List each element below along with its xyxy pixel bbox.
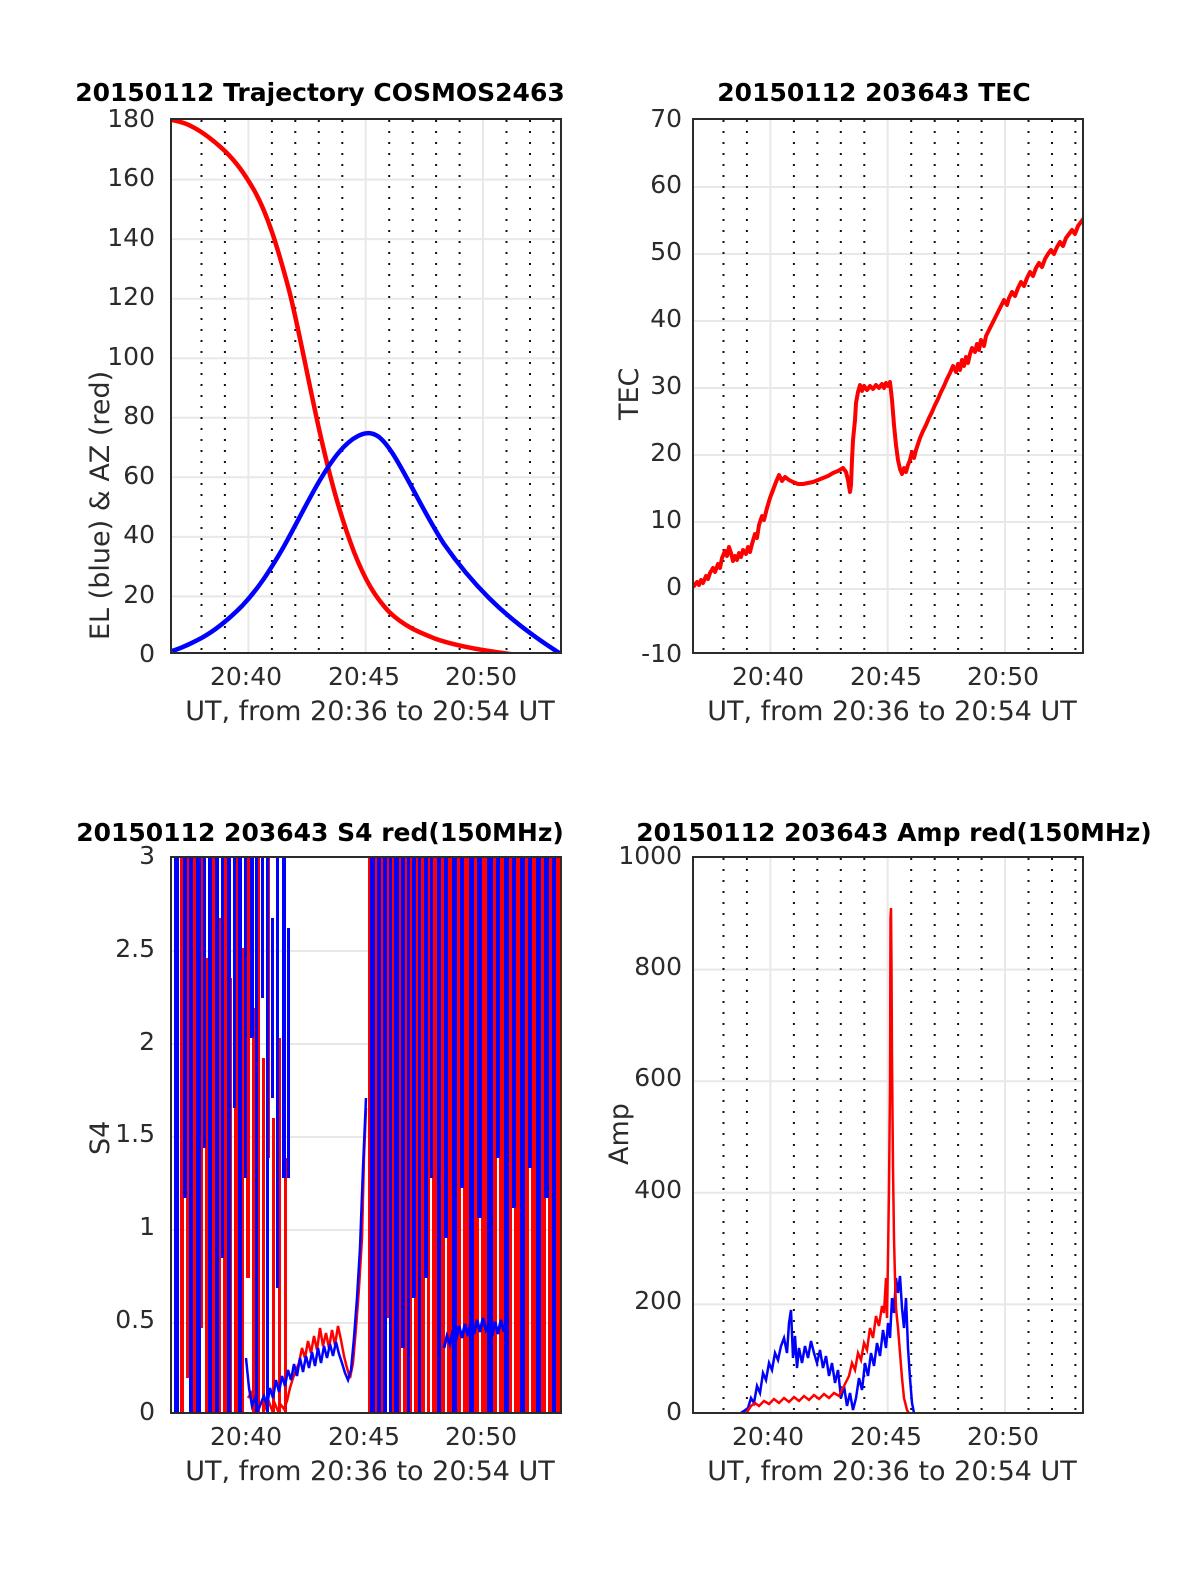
ytick-label: 80	[123, 401, 155, 430]
ytick-label: 30	[650, 371, 682, 400]
xtick-label: 20:40	[209, 1422, 283, 1451]
xtick-label: 20:45	[327, 1422, 401, 1451]
s4-title: 20150112 203643 S4 red(150MHz)	[76, 818, 564, 847]
xtick-label: 20:40	[209, 662, 283, 691]
ytick-label: 20	[123, 580, 155, 609]
ytick-label: 1	[139, 1212, 155, 1241]
ytick-label: 40	[650, 304, 682, 333]
ytick-label: 50	[650, 237, 682, 266]
ytick-label: 20	[650, 438, 682, 467]
ytick-label: 3	[139, 841, 155, 870]
s4-blue-late-cluster	[442, 1317, 506, 1350]
xtick-label: 20:50	[966, 662, 1040, 691]
ytick-label: 10	[650, 505, 682, 534]
ytick-label: 0	[666, 572, 682, 601]
ytick-label: 60	[123, 461, 155, 490]
amp-title: 20150112 203643 Amp red(150MHz)	[636, 818, 1152, 847]
xtick-label: 20:45	[849, 662, 923, 691]
ytick-label: 180	[107, 104, 155, 133]
s4-red-saturated-bands	[180, 858, 560, 1412]
xtick-label: 20:45	[327, 662, 401, 691]
ytick-label: 70	[650, 104, 682, 133]
ytick-label: 2.5	[115, 934, 155, 963]
ytick-label: 2	[139, 1027, 155, 1056]
s4-blue-saturated-bands	[174, 858, 556, 1412]
ytick-label: 200	[634, 1286, 682, 1315]
ytick-label: 120	[107, 282, 155, 311]
az-red-curve	[172, 120, 513, 652]
ytick-label: 40	[123, 520, 155, 549]
s4-plot-area	[170, 856, 562, 1414]
amp-red-trace	[744, 907, 910, 1412]
tec-xlabel: UT, from 20:36 to 20:54 UT	[707, 696, 1077, 727]
s4-red-quiet-trace	[246, 1107, 368, 1412]
ytick-label: 400	[634, 1175, 682, 1204]
tec-curve	[694, 217, 1082, 588]
ytick-label: -10	[641, 639, 682, 668]
xtick-label: 20:50	[966, 1422, 1040, 1451]
xtick-label: 20:40	[731, 1422, 805, 1451]
ytick-label: 1.5	[115, 1119, 155, 1148]
ytick-label: 160	[107, 163, 155, 192]
ytick-label: 0	[139, 1397, 155, 1426]
el-blue-curve	[172, 430, 560, 652]
tec-title: 20150112 203643 TEC	[717, 78, 1031, 107]
amp-xlabel: UT, from 20:36 to 20:54 UT	[707, 1456, 1077, 1487]
xtick-label: 20:50	[444, 1422, 518, 1451]
ytick-label: 140	[107, 223, 155, 252]
ytick-label: 1000	[618, 841, 682, 870]
ytick-label: 600	[634, 1063, 682, 1092]
trajectory-xlabel: UT, from 20:36 to 20:54 UT	[185, 696, 555, 727]
amp-blue-trace	[739, 1275, 916, 1412]
ytick-label: 800	[634, 952, 682, 981]
amp-ylabel: Amp	[604, 1103, 635, 1165]
ytick-label: 0	[139, 639, 155, 668]
ytick-label: 0.5	[115, 1305, 155, 1334]
ytick-label: 60	[650, 170, 682, 199]
trajectory-plot-area	[170, 118, 562, 654]
ytick-label: 0	[666, 1397, 682, 1426]
trajectory-title: 20150112 Trajectory COSMOS2463	[75, 78, 565, 107]
tec-plot-area	[692, 118, 1084, 654]
xtick-label: 20:45	[849, 1422, 923, 1451]
amp-plot-area	[692, 856, 1084, 1414]
s4-blue-quiet-trace	[244, 1097, 368, 1412]
xtick-label: 20:50	[444, 662, 518, 691]
ytick-label: 100	[107, 342, 155, 371]
xtick-label: 20:40	[731, 662, 805, 691]
s4-xlabel: UT, from 20:36 to 20:54 UT	[185, 1456, 555, 1487]
